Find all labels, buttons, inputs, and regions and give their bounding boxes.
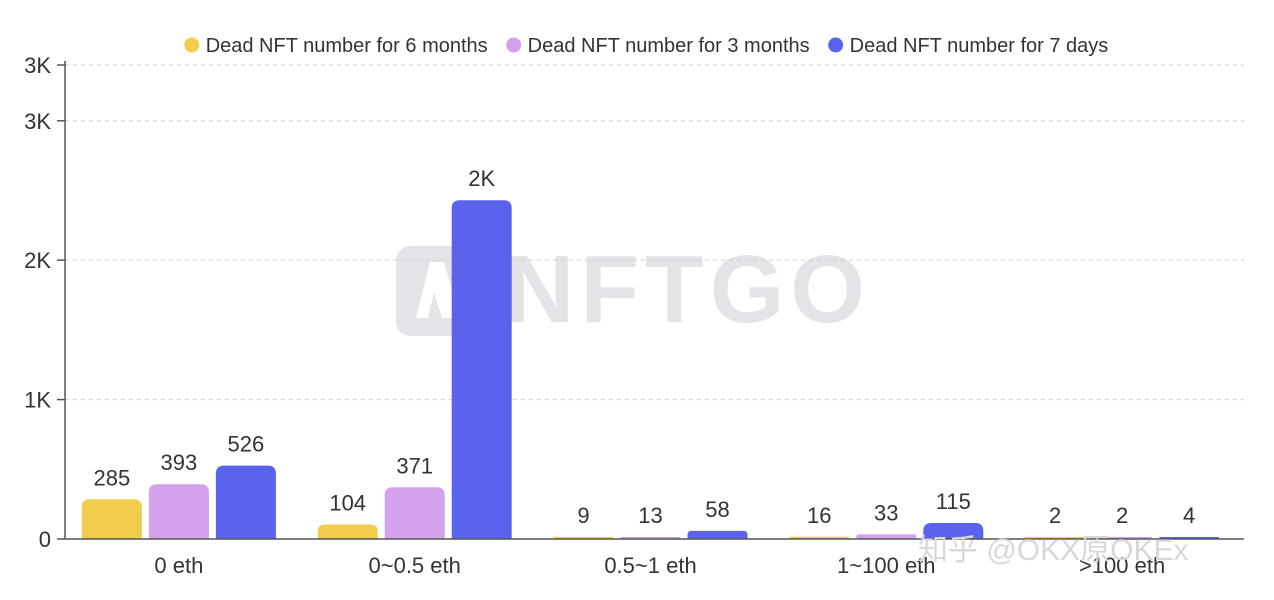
- bar: [687, 530, 748, 539]
- legend: Dead NFT number for 6 months Dead NFT num…: [184, 35, 1108, 57]
- x-tick-label: 0.5~1 eth: [604, 553, 696, 578]
- legend-marker: [184, 37, 200, 53]
- x-tick-label: 0 eth: [154, 553, 203, 578]
- bar: [81, 499, 142, 539]
- x-tick-label: >100 eth: [1079, 553, 1165, 578]
- data-label: 2: [1049, 503, 1061, 528]
- watermark-brand: NFTGO: [505, 236, 871, 343]
- data-label: 4: [1183, 503, 1195, 528]
- bar: [317, 524, 378, 539]
- watermark-credit: 知乎 @OKX原OKEx: [918, 534, 1189, 567]
- data-label: 13: [638, 503, 662, 528]
- data-label: 2K: [468, 166, 495, 191]
- y-tick-label: 3K: [24, 53, 51, 78]
- data-label: 9: [577, 503, 589, 528]
- data-label: 115: [936, 489, 971, 514]
- legend-label: Dead NFT number for 3 months: [528, 35, 810, 57]
- legend-label: Dead NFT number for 6 months: [206, 35, 488, 57]
- y-tick-label: 2K: [24, 248, 51, 273]
- data-label: 104: [329, 491, 366, 516]
- y-axis: 0 1K 2K 3K 3K: [24, 53, 66, 552]
- bar: [148, 484, 209, 539]
- data-label: 16: [807, 503, 831, 528]
- data-label: 393: [161, 450, 198, 475]
- data-label: 33: [874, 500, 898, 525]
- data-label: 2: [1116, 503, 1128, 528]
- bar: [384, 487, 445, 539]
- data-label: 58: [705, 497, 729, 522]
- watermark: NFTGO: [396, 236, 871, 343]
- legend-marker: [506, 37, 522, 53]
- bar: [923, 522, 984, 539]
- x-tick-label: 1~100 eth: [837, 553, 935, 578]
- y-tick-label: 0: [39, 527, 51, 552]
- data-label: 526: [228, 432, 265, 457]
- data-labels: 285 393 526 104 371 2K 9 13 58 16 33 115 2 2 4: [94, 166, 1196, 528]
- bar: [215, 465, 276, 539]
- bar: [856, 534, 917, 539]
- y-tick-label: 1K: [24, 388, 51, 413]
- legend-label: Dead NFT number for 7 days: [850, 35, 1109, 57]
- legend-marker: [828, 37, 844, 53]
- y-tick-label: 3K: [24, 109, 51, 134]
- x-axis: 0 eth 0~0.5 eth 0.5~1 eth 1~100 eth >100 eth: [65, 538, 1244, 578]
- bar: [451, 200, 512, 539]
- data-label: 371: [396, 453, 433, 478]
- data-label: 285: [94, 465, 131, 490]
- x-tick-label: 0~0.5 eth: [369, 553, 461, 578]
- grid: [65, 64, 1244, 401]
